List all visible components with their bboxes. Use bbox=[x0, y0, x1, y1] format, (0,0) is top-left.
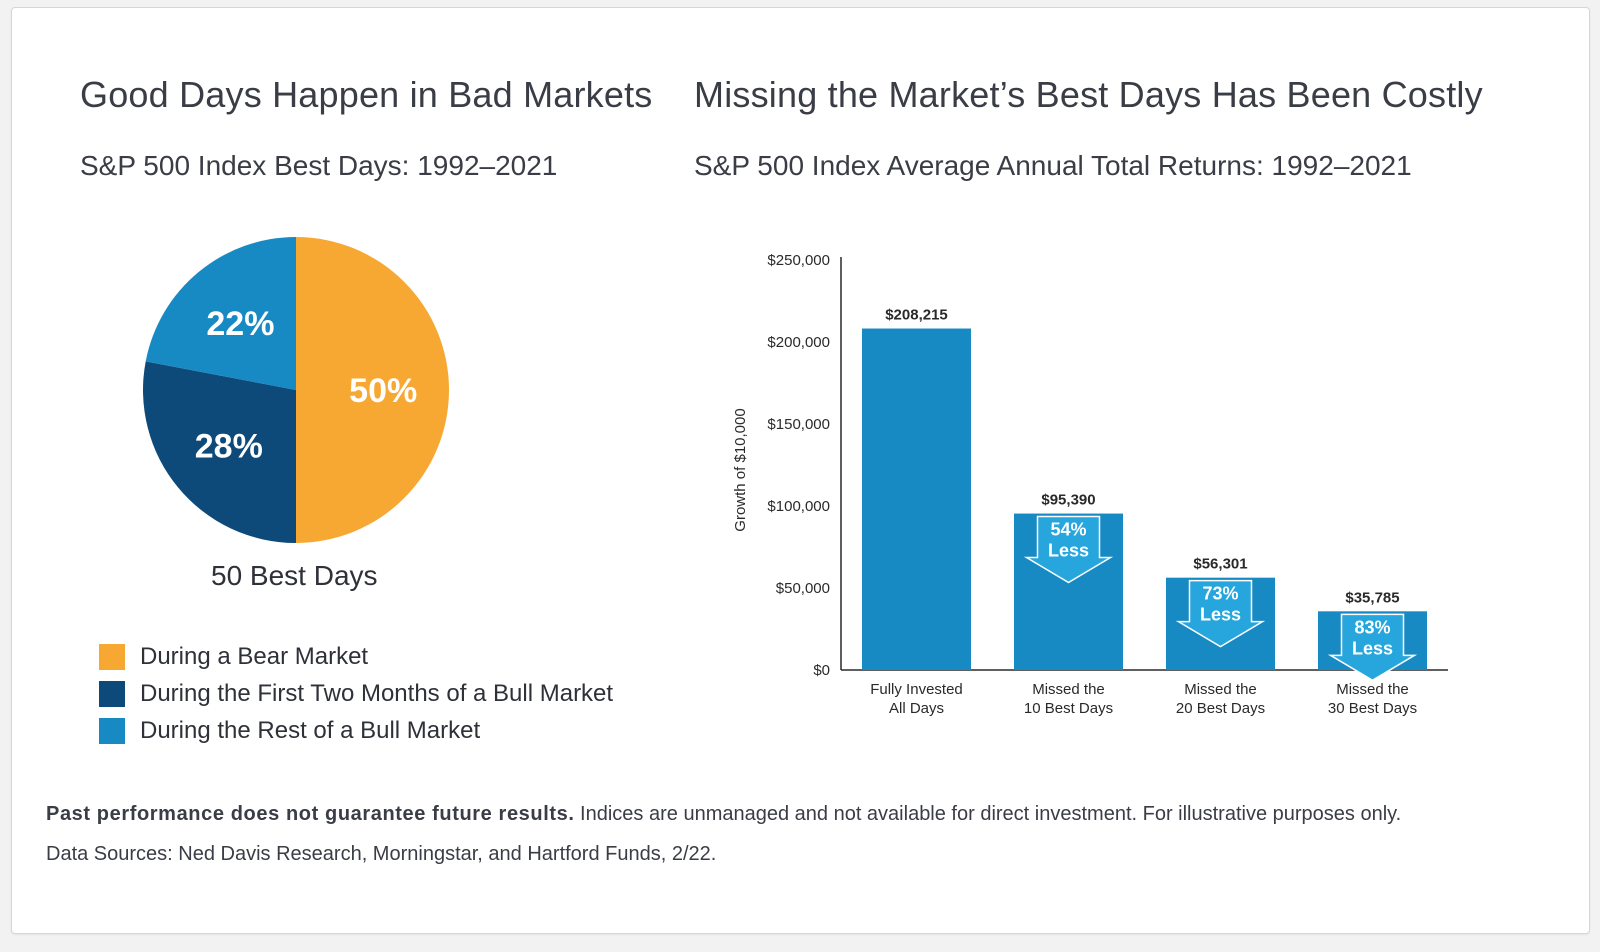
pie-subtitle: S&P 500 Index Best Days: 1992–2021 bbox=[80, 150, 558, 181]
data-sources: Data Sources: Ned Davis Research, Mornin… bbox=[46, 843, 717, 865]
bar-annotation-label: Less bbox=[1048, 541, 1089, 561]
bar-subtitle: S&P 500 Index Average Annual Total Retur… bbox=[694, 150, 1412, 181]
decrease-arrow-icon bbox=[1327, 613, 1418, 682]
y-tick-label: $0 bbox=[813, 662, 830, 679]
disclaimer-bold: Past performance does not guarantee futu… bbox=[46, 803, 575, 825]
bar-value-label: $35,785 bbox=[1345, 589, 1399, 606]
bar-annotation-label: 83% bbox=[1354, 617, 1390, 637]
x-tick-label: Missed the bbox=[1184, 681, 1257, 698]
decrease-arrow-icon bbox=[1175, 579, 1266, 648]
pie-slice-bear-market bbox=[296, 237, 449, 543]
y-axis-label: Growth of $10,000 bbox=[732, 408, 749, 531]
x-tick-label: Missed the bbox=[1032, 681, 1105, 698]
x-tick-label: 10 Best Days bbox=[1024, 700, 1113, 717]
x-tick-label: 30 Best Days bbox=[1328, 700, 1417, 717]
pie-title: Good Days Happen in Bad Markets bbox=[80, 74, 653, 115]
legend-label: During a Bear Market bbox=[140, 642, 369, 670]
x-tick-label: 20 Best Days bbox=[1176, 700, 1265, 717]
bar-annotation-label: Less bbox=[1200, 605, 1241, 625]
y-tick-label: $50,000 bbox=[776, 580, 830, 597]
bar-annotation-label: Less bbox=[1352, 638, 1393, 658]
legend-item-bear-market: During a Bear Market bbox=[99, 638, 613, 675]
pie-value-label: 50% bbox=[349, 372, 417, 410]
bar-annotation-label: 73% bbox=[1202, 584, 1238, 604]
bar-chart: $0 $50,000 $100,000 $150,000 $200,000 $250,00… bbox=[732, 252, 1448, 717]
y-tick-label: $200,000 bbox=[767, 334, 830, 351]
legend-swatch bbox=[99, 643, 125, 670]
bar-value-label: $95,390 bbox=[1041, 492, 1095, 509]
decrease-arrow-icon bbox=[1023, 515, 1114, 584]
legend-label: During the Rest of a Bull Market bbox=[140, 716, 481, 744]
bar-title: Missing the Market’s Best Days Has Been … bbox=[694, 74, 1483, 115]
legend-label: During the First Two Months of a Bull Ma… bbox=[140, 679, 614, 707]
pie-chart: 50% 28% 22% bbox=[142, 237, 449, 543]
bar bbox=[862, 328, 971, 670]
bar-value-label: $208,215 bbox=[885, 307, 948, 324]
pie-slice-first-two-months bbox=[142, 361, 296, 543]
legend-swatch bbox=[99, 717, 125, 744]
x-tick-label: Missed the bbox=[1336, 681, 1409, 698]
pie-slice-rest-of-bull bbox=[145, 237, 296, 390]
pie-value-label: 22% bbox=[206, 305, 274, 343]
y-tick-label: $250,000 bbox=[767, 252, 830, 269]
pie-legend: During a Bear Market During the First Tw… bbox=[99, 638, 613, 749]
y-tick-label: $150,000 bbox=[767, 416, 830, 433]
x-tick-label: All Days bbox=[889, 700, 944, 717]
disclaimer: Past performance does not guarantee futu… bbox=[46, 803, 1401, 826]
legend-item-rest-of-bull: During the Rest of a Bull Market bbox=[99, 712, 613, 749]
legend-swatch bbox=[99, 680, 125, 707]
x-tick-label: Fully Invested bbox=[870, 681, 963, 698]
bar-annotation-label: 54% bbox=[1050, 520, 1086, 540]
bar-value-label: $56,301 bbox=[1193, 556, 1247, 573]
pie-value-label: 28% bbox=[195, 428, 263, 466]
legend-item-first-two-months: During the First Two Months of a Bull Ma… bbox=[99, 675, 613, 712]
disclaimer-text: Indices are unmanaged and not available … bbox=[574, 803, 1402, 825]
pie-caption: 50 Best Days bbox=[211, 560, 378, 591]
y-tick-label: $100,000 bbox=[767, 498, 830, 515]
